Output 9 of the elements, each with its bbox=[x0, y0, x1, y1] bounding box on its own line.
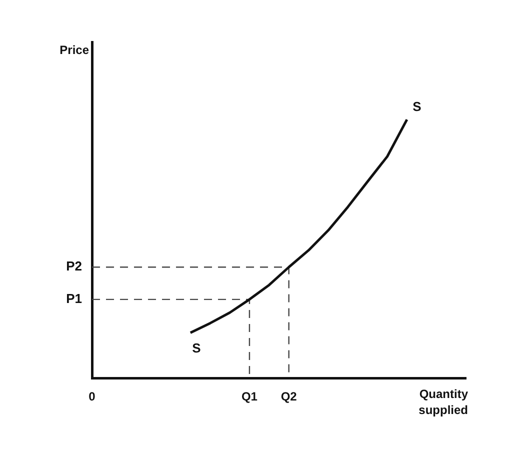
annotation: S bbox=[192, 340, 202, 356]
x-tick-label: 0 bbox=[88, 390, 96, 404]
text: P2 bbox=[66, 258, 82, 274]
x-tick-label: Q2 bbox=[280, 390, 298, 404]
x-tick-label: Q1 bbox=[241, 390, 258, 404]
text: Price bbox=[60, 43, 89, 57]
x-axis-title: Quantity supplied bbox=[418, 386, 468, 418]
text: P1 bbox=[66, 291, 82, 306]
text: S bbox=[412, 99, 422, 114]
